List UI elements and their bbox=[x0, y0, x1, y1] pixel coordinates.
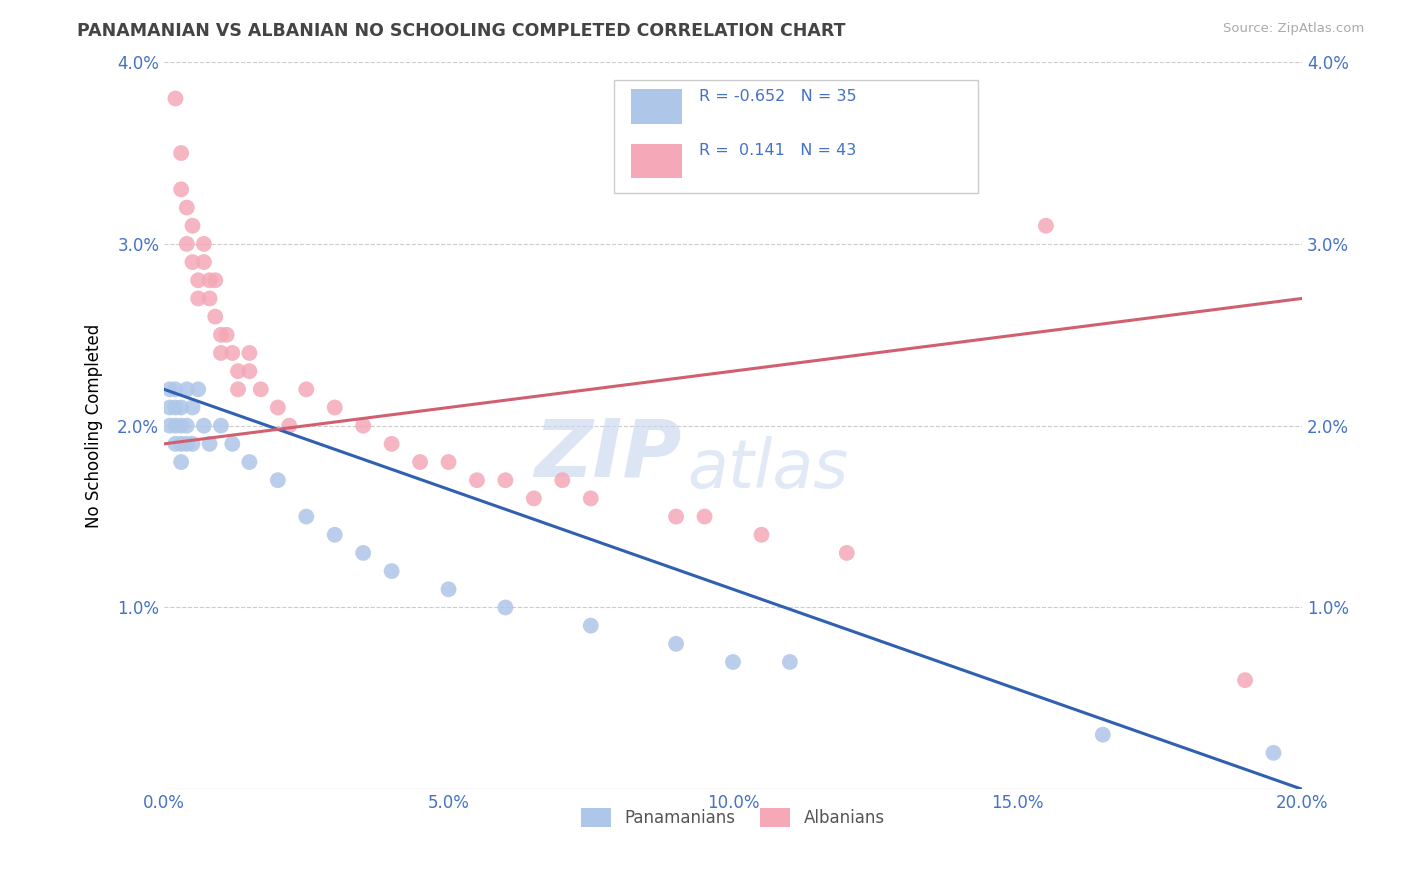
Point bbox=[409, 455, 432, 469]
Point bbox=[209, 327, 232, 342]
Point bbox=[165, 382, 187, 396]
Point bbox=[221, 437, 243, 451]
Point bbox=[238, 455, 260, 469]
Point bbox=[187, 382, 209, 396]
Point bbox=[187, 273, 209, 287]
Point bbox=[170, 418, 193, 433]
Point bbox=[204, 310, 226, 324]
Point bbox=[381, 564, 404, 578]
Text: atlas: atlas bbox=[688, 436, 849, 502]
Point bbox=[465, 473, 488, 487]
FancyBboxPatch shape bbox=[631, 144, 682, 178]
Point bbox=[352, 546, 374, 560]
Point bbox=[198, 292, 221, 306]
Point bbox=[249, 382, 271, 396]
FancyBboxPatch shape bbox=[613, 80, 977, 193]
Point bbox=[221, 346, 243, 360]
Point bbox=[267, 473, 290, 487]
Point bbox=[323, 527, 346, 541]
Point bbox=[352, 418, 374, 433]
Point bbox=[779, 655, 801, 669]
Text: R =  0.141   N = 43: R = 0.141 N = 43 bbox=[699, 144, 856, 159]
Point bbox=[159, 418, 181, 433]
Point bbox=[1091, 728, 1114, 742]
Point bbox=[267, 401, 290, 415]
Point bbox=[198, 437, 221, 451]
Point bbox=[494, 600, 516, 615]
Text: ZIP: ZIP bbox=[534, 416, 682, 494]
Legend: Panamanians, Albanians: Panamanians, Albanians bbox=[572, 799, 893, 836]
Point bbox=[437, 582, 460, 597]
Point bbox=[170, 455, 193, 469]
Point bbox=[226, 382, 249, 396]
Point bbox=[1035, 219, 1057, 233]
Point bbox=[204, 273, 226, 287]
Point bbox=[165, 91, 187, 105]
Point bbox=[579, 491, 602, 506]
Point bbox=[494, 473, 516, 487]
Point bbox=[437, 455, 460, 469]
Point bbox=[226, 364, 249, 378]
Point bbox=[523, 491, 546, 506]
Point bbox=[835, 546, 858, 560]
Point bbox=[751, 527, 773, 541]
Point bbox=[693, 509, 716, 524]
Point bbox=[238, 364, 260, 378]
Point bbox=[551, 473, 574, 487]
Point bbox=[215, 327, 238, 342]
Point bbox=[176, 437, 198, 451]
Point bbox=[170, 146, 193, 161]
Point bbox=[165, 418, 187, 433]
Point bbox=[1263, 746, 1285, 760]
Point bbox=[193, 236, 215, 251]
Point bbox=[159, 382, 181, 396]
Point bbox=[579, 618, 602, 632]
Point bbox=[181, 437, 204, 451]
Point bbox=[721, 655, 744, 669]
Text: Source: ZipAtlas.com: Source: ZipAtlas.com bbox=[1223, 22, 1364, 36]
Point bbox=[295, 509, 318, 524]
Point bbox=[381, 437, 404, 451]
FancyBboxPatch shape bbox=[631, 89, 682, 124]
Point bbox=[176, 236, 198, 251]
Point bbox=[165, 437, 187, 451]
Point bbox=[295, 382, 318, 396]
Point bbox=[176, 201, 198, 215]
Text: PANAMANIAN VS ALBANIAN NO SCHOOLING COMPLETED CORRELATION CHART: PANAMANIAN VS ALBANIAN NO SCHOOLING COMP… bbox=[77, 22, 846, 40]
Point bbox=[170, 401, 193, 415]
Point bbox=[193, 255, 215, 269]
Text: R = -0.652   N = 35: R = -0.652 N = 35 bbox=[699, 89, 856, 103]
Point bbox=[165, 401, 187, 415]
Point bbox=[170, 437, 193, 451]
Point bbox=[209, 346, 232, 360]
Point bbox=[198, 273, 221, 287]
Point bbox=[181, 255, 204, 269]
Point bbox=[176, 382, 198, 396]
Y-axis label: No Schooling Completed: No Schooling Completed bbox=[86, 324, 103, 528]
Point bbox=[159, 401, 181, 415]
Point bbox=[665, 509, 688, 524]
Point bbox=[181, 401, 204, 415]
Point bbox=[170, 182, 193, 196]
Point bbox=[323, 401, 346, 415]
Point bbox=[209, 418, 232, 433]
Point bbox=[176, 418, 198, 433]
Point bbox=[1234, 673, 1257, 688]
Point bbox=[278, 418, 301, 433]
Point bbox=[665, 637, 688, 651]
Point bbox=[187, 292, 209, 306]
Point bbox=[181, 219, 204, 233]
Point bbox=[238, 346, 260, 360]
Point bbox=[193, 418, 215, 433]
